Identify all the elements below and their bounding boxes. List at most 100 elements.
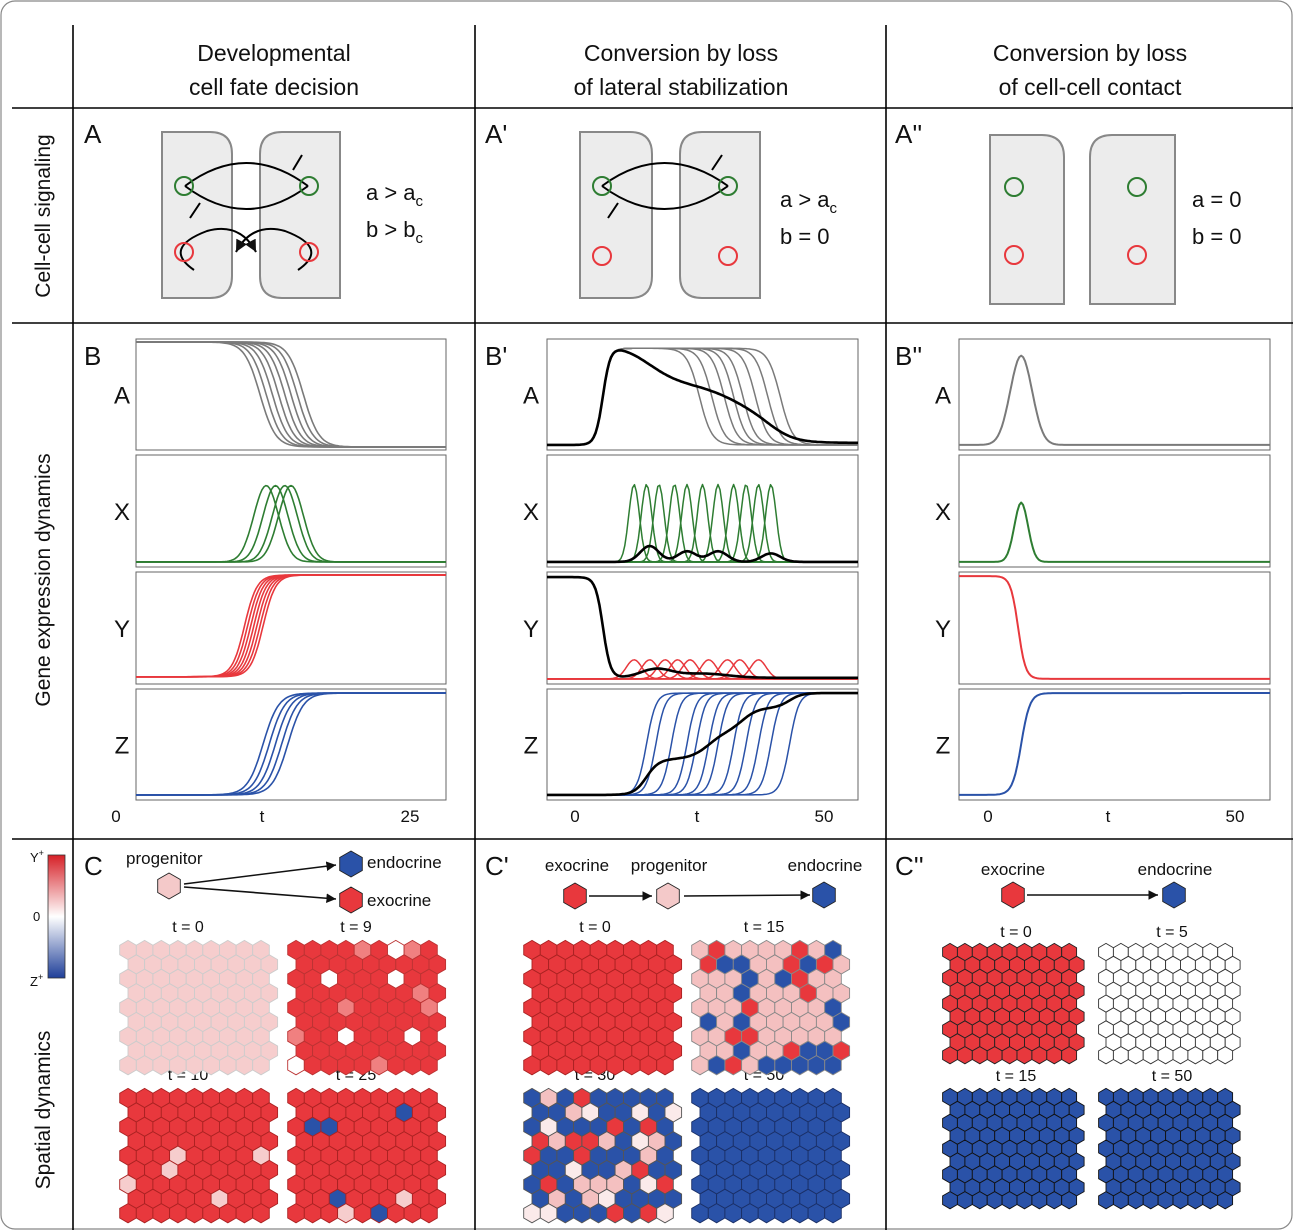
time-label: t = 0 [172, 919, 204, 936]
lattice-cell [539, 1055, 558, 1076]
column-title-line1: Conversion by loss [584, 40, 778, 66]
lineage-nodes [563, 881, 836, 910]
panel-label: B'' [895, 341, 922, 371]
colorbar-top-label: Y+ [30, 848, 44, 865]
trace-z [959, 692, 1270, 796]
lattice-cell [523, 1203, 541, 1224]
lineage-node-hexagon [1001, 881, 1025, 909]
lattice-cell [185, 1203, 204, 1224]
t-axis-tick-start: 0 [983, 807, 992, 826]
node-label-exocrine: exocrine [545, 856, 609, 875]
lattice-cell [691, 1055, 709, 1076]
panel-C: C progenitor endocrine exocrine t = 0 t … [84, 849, 447, 1224]
lattice-cell [807, 1055, 826, 1076]
expression-plots: A X Y Z [935, 338, 1271, 801]
lineage-node-hexagon [339, 886, 363, 914]
panel-C-double-prime: C'' exocrine endocrine t = 0 t = 5 t = 1… [895, 851, 1241, 1210]
cell-lattices [523, 939, 851, 1224]
gene-y-node [1004, 245, 1024, 265]
column-title-line2: cell fate decision [189, 74, 359, 100]
lattice-cell [556, 1203, 575, 1224]
lattice-cell [1127, 1046, 1144, 1065]
gene-y-node [592, 246, 612, 266]
cell-right [259, 131, 341, 299]
lattice-cell [303, 1055, 322, 1076]
lattice-cell [403, 1055, 422, 1076]
colorbar-bottom-label: Z+ [30, 972, 43, 989]
expression-plots: A X Y Z [523, 338, 859, 801]
lattice-cell [370, 1203, 388, 1224]
plot-frame-X [546, 454, 859, 568]
lattice-cell [757, 1055, 776, 1076]
row-label-signaling: Cell-cell signaling [32, 134, 55, 297]
lattice-cell [119, 1203, 137, 1224]
panel-label: A [84, 119, 102, 149]
condition-a: a > ac [780, 187, 838, 217]
t-axis-tick-end: 50 [1226, 807, 1245, 826]
lattice-cell [971, 1046, 988, 1065]
trace-y [136, 574, 446, 678]
t-axis-label: t [695, 807, 700, 826]
lineage-node-hexagon [339, 850, 363, 878]
node-label-endocrine: endocrine [788, 856, 863, 875]
plot-frame-A [546, 338, 859, 451]
lattice-cell [420, 1055, 438, 1076]
lattice-cell [824, 1055, 842, 1076]
lattice-cell [337, 1203, 355, 1224]
lattice-cell [956, 1046, 973, 1065]
panel-B: B A X Y Z 0 t 25 [84, 338, 447, 826]
lattice-cell [573, 1203, 591, 1224]
lattice-cell [1046, 1191, 1063, 1210]
panel-A-prime: A' a > ac b = 0 [485, 119, 838, 299]
lattice-cell [135, 1055, 154, 1076]
panel-label: C' [485, 851, 509, 881]
lineage-node-hexagon [1162, 881, 1186, 909]
lattice-cell [942, 1046, 958, 1065]
lattice-cell [724, 1203, 743, 1224]
lattice-cell [573, 1055, 591, 1076]
panel-label: B [84, 341, 101, 371]
row-label-gene-expression: Gene expression dynamics [32, 453, 55, 706]
time-label: t = 15 [744, 919, 785, 936]
cell-right [679, 131, 761, 299]
panel-label: A' [485, 119, 507, 149]
lattice-cell [320, 1055, 339, 1076]
lattice-cell [420, 1203, 438, 1224]
lattice-cell [639, 1203, 658, 1224]
cell-left [989, 134, 1065, 305]
lattice-cell [741, 1203, 759, 1224]
lattice-cell [1142, 1191, 1159, 1210]
colorbar: Y+ 0 Z+ [30, 848, 66, 989]
lattice-cell [691, 1203, 709, 1224]
t-axis-tick-start: 0 [111, 807, 120, 826]
lattice-cell [287, 1203, 305, 1224]
lattice-cell [235, 1203, 254, 1224]
plot-frame-Z [135, 688, 447, 801]
lattice-cell [287, 1055, 305, 1076]
time-label: t = 0 [579, 919, 611, 936]
condition-a: a = 0 [1192, 187, 1242, 212]
lattice-cell [1112, 1191, 1129, 1210]
lattice-cell [523, 1055, 541, 1076]
lattice-cell [202, 1055, 220, 1076]
column-title-line2: of lateral stabilization [574, 74, 789, 100]
lattice-cell [1098, 1191, 1114, 1210]
lattice-cell [337, 1055, 355, 1076]
t-axis-tick-end: 25 [401, 807, 420, 826]
lattice-cell [1112, 1046, 1129, 1065]
lattice-cell [1031, 1046, 1048, 1065]
t-axis-label: t [1106, 807, 1111, 826]
lattice-cell [169, 1203, 187, 1224]
node-label-endocrine: endocrine [1138, 860, 1213, 879]
lattice-cell [1157, 1191, 1174, 1210]
lattice-cell [169, 1055, 187, 1076]
lattice-cell [656, 1055, 674, 1076]
colorbar-mid-label: 0 [33, 909, 40, 924]
cell-lattices [119, 939, 447, 1224]
lineage-nodes [1001, 881, 1186, 909]
gene-y-node [1127, 245, 1147, 265]
lattice-cell [942, 1191, 958, 1210]
panel-label: C'' [895, 851, 924, 881]
lattice-cell [741, 1055, 759, 1076]
gene-x-node [1127, 177, 1147, 197]
